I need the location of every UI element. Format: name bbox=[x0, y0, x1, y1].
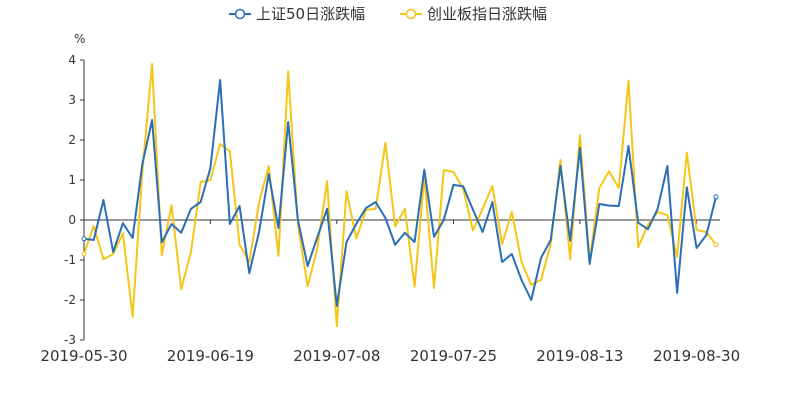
y-tick-label: 1 bbox=[68, 173, 76, 187]
y-tick-label: 3 bbox=[68, 93, 76, 107]
series-layer bbox=[81, 63, 719, 327]
series-point bbox=[81, 251, 87, 257]
series-point bbox=[713, 194, 719, 200]
y-tick-label: -2 bbox=[64, 293, 76, 307]
series-line-0 bbox=[83, 79, 717, 307]
series-point bbox=[713, 242, 719, 248]
x-tick-label: 2019-06-19 bbox=[167, 347, 254, 365]
x-tick-label: 2019-05-30 bbox=[40, 347, 127, 365]
series-point bbox=[81, 236, 87, 242]
legend[interactable]: 上证50日涨跌幅 创业板指日涨跌幅 bbox=[229, 5, 547, 23]
y-tick-label: 2 bbox=[68, 133, 76, 147]
legend-swatch-marker bbox=[405, 8, 417, 20]
y-tick-label: 0 bbox=[68, 213, 76, 227]
y-tick-label: -3 bbox=[64, 333, 76, 347]
y-tick-label: -1 bbox=[64, 253, 76, 267]
x-tick-label: 2019-07-25 bbox=[410, 347, 497, 365]
series-line-1 bbox=[83, 63, 717, 327]
legend-item-0[interactable]: 上证50日涨跌幅 bbox=[229, 5, 365, 23]
x-tick-label: 2019-07-08 bbox=[293, 347, 380, 365]
legend-label: 创业板指日涨跌幅 bbox=[427, 5, 547, 23]
axes: -3 -2 -1 0 1 2 3 4 2019-05-30 2019-06-19 2019-07-0… bbox=[40, 53, 740, 365]
x-tick-label: 2019-08-30 bbox=[653, 347, 740, 365]
legend-label: 上证50日涨跌幅 bbox=[256, 5, 365, 23]
x-tick-label: 2019-08-13 bbox=[536, 347, 623, 365]
y-tick-label: 4 bbox=[68, 53, 76, 67]
legend-item-1[interactable]: 创业板指日涨跌幅 bbox=[400, 5, 547, 23]
y-axis-unit: % bbox=[74, 32, 85, 46]
legend-swatch-marker bbox=[234, 8, 246, 20]
